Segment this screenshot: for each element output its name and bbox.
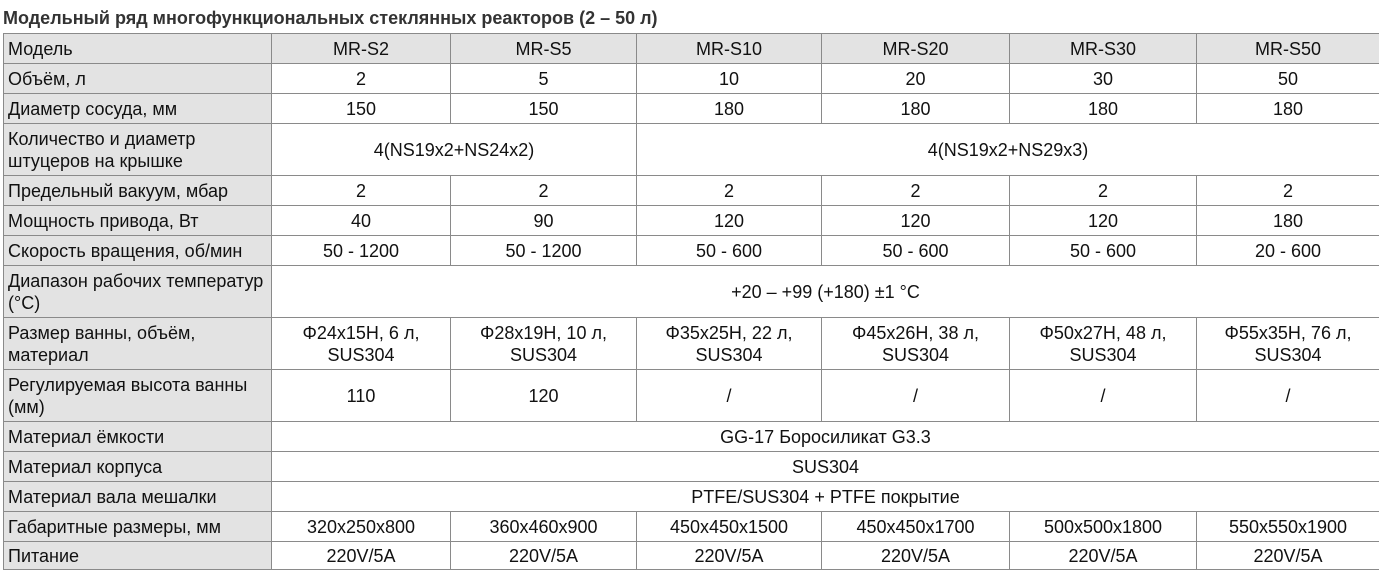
table-row: Питание 220V/5A 220V/5A 220V/5A 220V/5A … [3,541,1379,570]
table-cell: 50 [1196,63,1379,94]
table-row: Мощность привода, Вт 40 90 120 120 120 1… [3,205,1379,236]
table-cell: 20 [821,63,1010,94]
table-cell: 550x550x1900 [1196,511,1379,542]
table-cell: 50 - 1200 [271,235,451,266]
table-cell: 4(NS19x2+NS29x3) [636,123,1379,176]
table-row: Скорость вращения, об/мин 50 - 1200 50 -… [3,235,1379,266]
table-row: Регулируемая высота ванны (мм) 110 120 /… [3,369,1379,422]
table-cell: 220V/5A [636,541,822,570]
row-label: Материал вала мешалки [3,481,272,512]
row-label: Диапазон рабочих температур (°C) [3,265,272,318]
row-label: Модель [3,33,272,64]
table-cell: 2 [636,175,822,206]
table-cell: 4(NS19x2+NS24x2) [271,123,637,176]
table-cell: 360x460x900 [450,511,637,542]
table-row: Габаритные размеры, мм 320x250x800 360x4… [3,511,1379,542]
row-label: Габаритные размеры, мм [3,511,272,542]
row-label: Материал ёмкости [3,421,272,452]
table-cell: / [636,369,822,422]
row-label: Мощность привода, Вт [3,205,272,236]
row-label: Питание [3,541,272,570]
table-cell: 150 [271,93,451,124]
table-cell: 2 [1196,175,1379,206]
table-row: Размер ванны, объём, материал Φ24x15H, 6… [3,317,1379,370]
table-cell: / [1196,369,1379,422]
row-label: Количество и диаметр штуцеров на крышке [3,123,272,176]
row-label: Предельный вакуум, мбар [3,175,272,206]
page-title: Модельный ряд многофункциональных стекля… [3,8,658,28]
table-cell: 2 [1009,175,1197,206]
row-label: Скорость вращения, об/мин [3,235,272,266]
table-cell: 180 [821,93,1010,124]
table-cell: 220V/5A [821,541,1010,570]
table-cell: 2 [821,175,1010,206]
table-cell: 2 [271,175,451,206]
table-cell: 180 [636,93,822,124]
table-cell: 5 [450,63,637,94]
table-cell: 2 [450,175,637,206]
row-label: Объём, л [3,63,272,94]
model-header: MR-S20 [821,33,1010,64]
row-label: Размер ванны, объём, материал [3,317,272,370]
table-cell: 220V/5A [1196,541,1379,570]
table-cell: Φ35x25H, 22 л, SUS304 [636,317,822,370]
table-cell: +20 – +99 (+180) ±1 °C [271,265,1379,318]
table-row: Материал вала мешалки PTFE/SUS304 + PTFE… [3,481,1379,512]
table-cell: / [1009,369,1197,422]
table-row: Материал ёмкости GG-17 Боросиликат G3.3 [3,421,1379,452]
table-cell: 90 [450,205,637,236]
table-cell: PTFE/SUS304 + PTFE покрытие [271,481,1379,512]
table-cell: 500x500x1800 [1009,511,1197,542]
row-label: Регулируемая высота ванны (мм) [3,369,272,422]
table-row: Предельный вакуум, мбар 2 2 2 2 2 2 [3,175,1379,206]
table-cell: 220V/5A [1009,541,1197,570]
table-cell: Φ45x26H, 38 л, SUS304 [821,317,1010,370]
table-cell: 40 [271,205,451,236]
table-row: Диапазон рабочих температур (°C) +20 – +… [3,265,1379,318]
table-cell: 120 [636,205,822,236]
table-header-row: Модель MR-S2 MR-S5 MR-S10 MR-S20 MR-S30 … [3,33,1379,64]
table-cell: Φ24x15H, 6 л, SUS304 [271,317,451,370]
table-cell: 110 [271,369,451,422]
table-cell: 120 [1009,205,1197,236]
table-cell: Φ28x19H, 10 л, SUS304 [450,317,637,370]
spec-table: Модель MR-S2 MR-S5 MR-S10 MR-S20 MR-S30 … [3,33,1379,570]
table-cell: 2 [271,63,451,94]
table-cell: 180 [1196,93,1379,124]
table-cell: 50 - 1200 [450,235,637,266]
row-label: Диаметр сосуда, мм [3,93,272,124]
table-cell: GG-17 Боросиликат G3.3 [271,421,1379,452]
table-cell: / [821,369,1010,422]
model-header: MR-S10 [636,33,822,64]
table-cell: 50 - 600 [1009,235,1197,266]
table-cell: Φ50x27H, 48 л, SUS304 [1009,317,1197,370]
model-header: MR-S5 [450,33,637,64]
table-cell: 120 [821,205,1010,236]
table-row: Количество и диаметр штуцеров на крышке … [3,123,1379,176]
table-cell: 120 [450,369,637,422]
table-cell: 220V/5A [450,541,637,570]
table-cell: 450x450x1500 [636,511,822,542]
model-header: MR-S30 [1009,33,1197,64]
table-cell: 10 [636,63,822,94]
row-label: Материал корпуса [3,451,272,482]
table-cell: Φ55x35H, 76 л, SUS304 [1196,317,1379,370]
table-cell: 50 - 600 [636,235,822,266]
table-row: Материал корпуса SUS304 [3,451,1379,482]
table-cell: 450x450x1700 [821,511,1010,542]
table-cell: 50 - 600 [821,235,1010,266]
model-header: MR-S2 [271,33,451,64]
model-header: MR-S50 [1196,33,1379,64]
table-cell: 20 - 600 [1196,235,1379,266]
table-row: Диаметр сосуда, мм 150 150 180 180 180 1… [3,93,1379,124]
table-cell: 220V/5A [271,541,451,570]
table-cell: 320x250x800 [271,511,451,542]
table-row: Объём, л 2 5 10 20 30 50 [3,63,1379,94]
table-cell: 180 [1009,93,1197,124]
table-cell: 30 [1009,63,1197,94]
table-cell: SUS304 [271,451,1379,482]
table-cell: 180 [1196,205,1379,236]
table-cell: 150 [450,93,637,124]
